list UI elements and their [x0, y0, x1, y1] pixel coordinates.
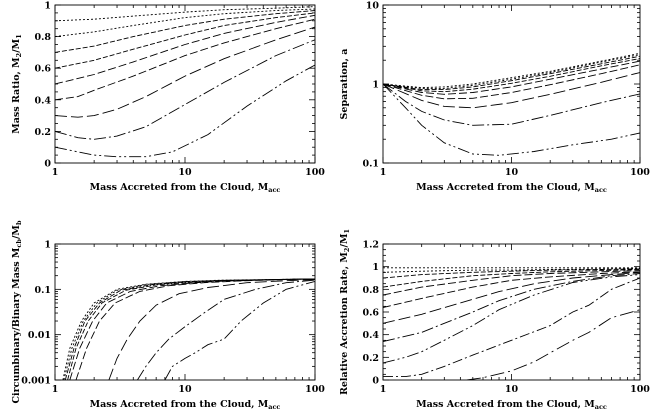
- series-line-q0-0-6: [67, 278, 315, 380]
- series-line-q0-0-5: [383, 270, 640, 296]
- series-line-q0-0-5: [383, 60, 640, 95]
- series-line-q0-0-3: [383, 271, 640, 324]
- x-tick-label: 1: [52, 167, 59, 178]
- y-tick-label: 0.6: [362, 308, 379, 319]
- y-tick-label: 0.1: [34, 285, 51, 296]
- x-axis-title: Mass Accreted from the Cloud, Macc: [416, 399, 607, 411]
- series-line-q0-0-5: [55, 14, 315, 85]
- series-line-q0-0-1: [383, 83, 640, 156]
- series-line-q0-0-3: [55, 26, 315, 118]
- y-tick-label: 0.2: [362, 353, 379, 364]
- y-tick-label: 0.8: [362, 285, 379, 296]
- plot-frame: [54, 243, 316, 381]
- series-line-q0-0-2: [55, 39, 315, 140]
- series-line-q0-0-3: [383, 72, 640, 109]
- y-tick-label: 0.8: [34, 32, 51, 43]
- x-tick-label: 1: [52, 384, 59, 395]
- x-tick-label: 10: [178, 384, 192, 395]
- plot-frame: [382, 4, 641, 164]
- series-line-q0-0-9: [62, 278, 315, 380]
- series-line-q0-0-8: [383, 267, 640, 273]
- series-line-q0-0-9: [55, 6, 315, 22]
- plot-frame: [382, 243, 641, 381]
- series-line-q0-0-1: [55, 64, 315, 158]
- series-line-q0-0-7: [383, 55, 640, 91]
- x-tick-label: 100: [630, 167, 650, 178]
- series-line-q0-0-2: [137, 279, 315, 380]
- panel-accretion-rate: 1 10 100 0 0.2 0.4 0.6 0.8 1 1.2 Mass Accreted fro…: [339, 229, 650, 411]
- series-line-q0-0-8: [55, 8, 315, 38]
- y-tick-label: 0.4: [362, 330, 379, 341]
- y-tick-label: 0.4: [34, 95, 51, 106]
- series-line-q0-0-6: [55, 12, 315, 69]
- x-tick-label: 10: [505, 167, 519, 178]
- panel-circumbinary-mass: 1 10 100 0.001 0.01 0.1 1 Mass Accreted from th…: [11, 220, 325, 411]
- series-line-q0-0-4: [383, 271, 640, 308]
- series-line-q0-0-9: [383, 52, 640, 89]
- series-group: [383, 52, 640, 156]
- series-line-q0-0-3: [108, 279, 315, 380]
- series-line-q0-0-2: [383, 273, 640, 342]
- series-line-q0-0-8: [383, 54, 640, 89]
- x-tick-label: 100: [630, 384, 650, 395]
- series-line-q0-0-7: [64, 278, 315, 380]
- series-group: [55, 6, 315, 158]
- series-line-q0-0-05: [383, 277, 640, 378]
- y-tick-label: 0: [44, 159, 51, 170]
- x-tick-label: 10: [178, 167, 192, 178]
- y-axis-title: Relative Accretion Rate, M2/M1: [339, 229, 351, 395]
- series-line-q0-0-4: [75, 278, 315, 380]
- x-tick-label: 10: [505, 384, 519, 395]
- series-line-q0-0-1: [383, 274, 640, 364]
- x-tick-label: 1: [380, 167, 387, 178]
- x-tick-label: 1: [380, 384, 387, 395]
- y-tick-label: 1: [372, 262, 379, 273]
- series-line-q0-0-1: [164, 280, 315, 380]
- y-tick-label: 0.001: [21, 376, 51, 387]
- x-axis-title: Mass Accreted from the Cloud, Macc: [90, 182, 281, 194]
- y-tick-label: 0.01: [28, 330, 51, 341]
- y-tick-label: 0.1: [362, 159, 379, 170]
- y-tick-label: 1: [44, 240, 51, 251]
- series-group: [383, 267, 640, 380]
- series-line-q0-0-7: [383, 268, 640, 279]
- y-tick-label: 0: [372, 376, 379, 387]
- y-axis-title: Separation, a: [339, 49, 350, 120]
- series-group: [62, 278, 315, 380]
- series-line-q0-0-4: [55, 18, 315, 101]
- series-line-q0-0-6: [383, 58, 640, 93]
- x-axis-title: Mass Accreted from the Cloud, Macc: [416, 182, 607, 194]
- panel-mass-ratio: 1 10 100 0 0.2 0.4 0.6 0.8 1 Mass Accreted from t…: [11, 1, 325, 195]
- y-tick-label: 1: [372, 80, 379, 91]
- series-line-q0-0-2: [383, 83, 640, 126]
- y-axis-title: Circumbinary/Binary Mass Mcb/Mb: [11, 220, 23, 403]
- y-axis-title: Mass Ratio, M2/M1: [11, 34, 23, 133]
- x-tick-label: 100: [305, 167, 325, 178]
- series-line-q0-0-8: [63, 278, 315, 380]
- y-tick-label: 1: [44, 1, 51, 12]
- y-tick-label: 10: [366, 1, 380, 12]
- y-tick-label: 1.2: [362, 240, 379, 251]
- y-tick-label: 0.2: [34, 127, 51, 138]
- x-axis-title: Mass Accreted from the Cloud, Macc: [90, 399, 281, 411]
- series-line-q0-0-6: [383, 269, 640, 288]
- series-line-q0-0-7: [55, 10, 315, 53]
- y-tick-label: 0.6: [34, 64, 51, 75]
- series-line-q0-0-02: [466, 309, 640, 380]
- series-line-q0-0-4: [383, 64, 640, 100]
- x-tick-label: 100: [305, 384, 325, 395]
